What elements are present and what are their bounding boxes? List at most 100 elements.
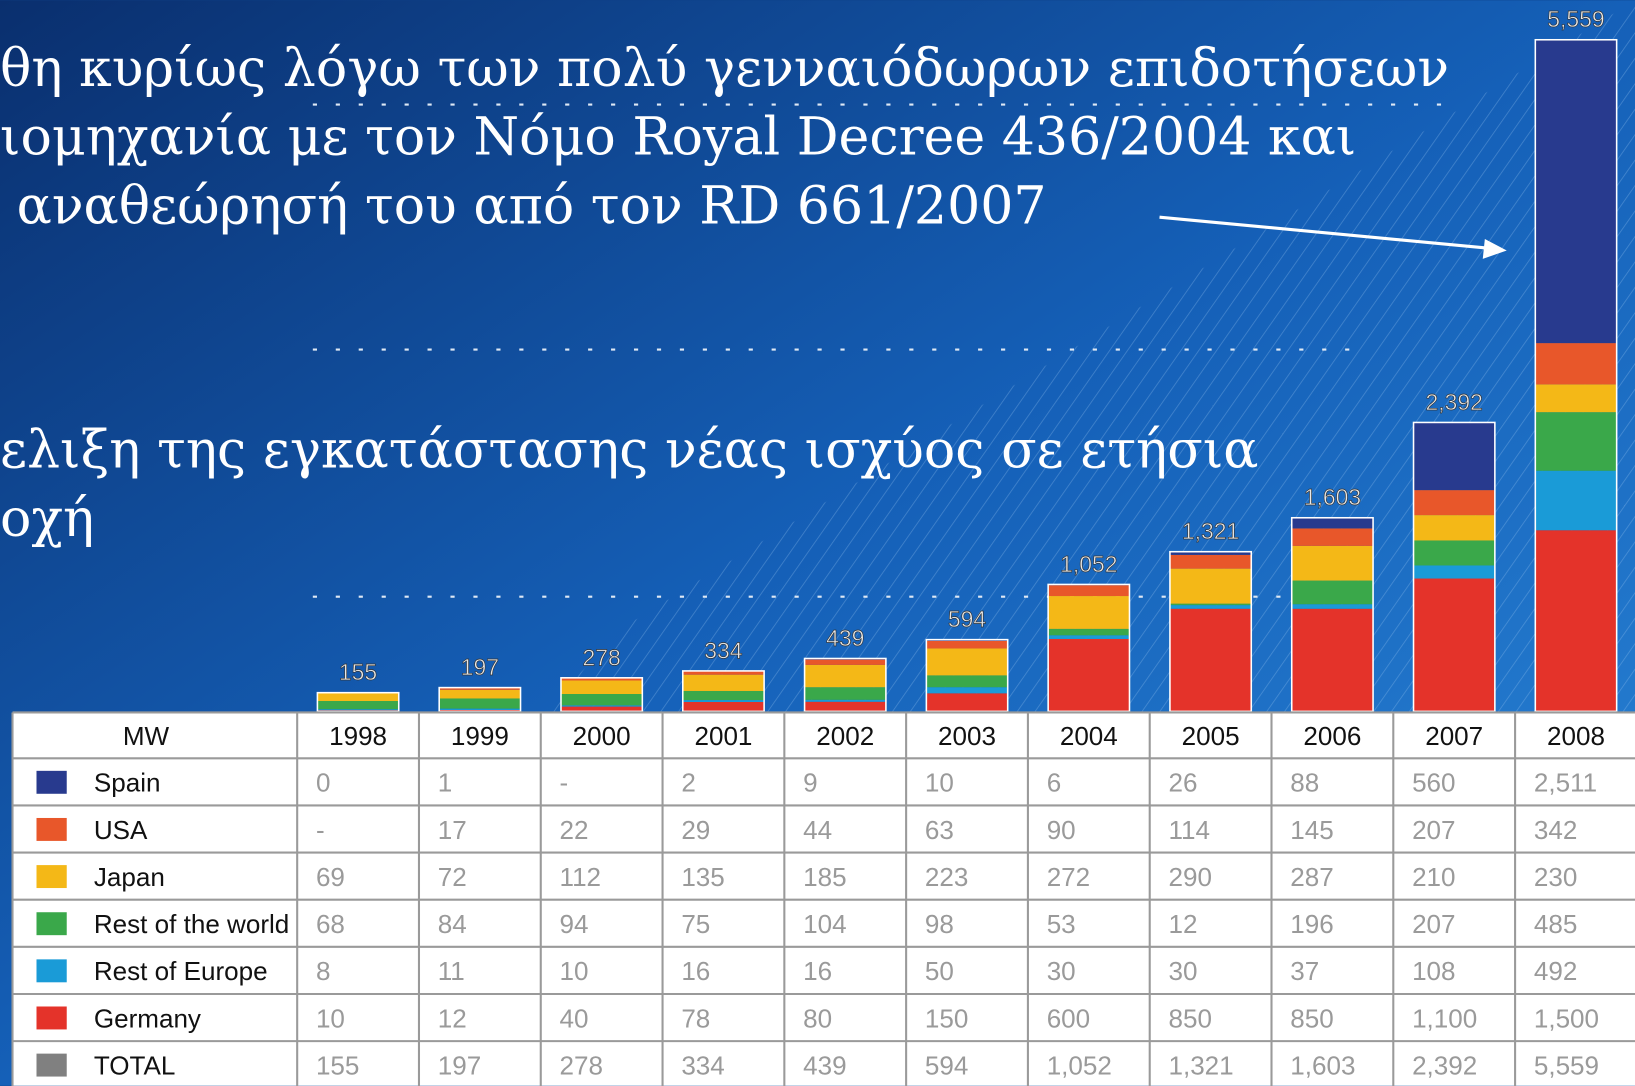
table-cell: 560	[1412, 768, 1455, 798]
table-cell: 594	[925, 1050, 968, 1080]
slide-text: ελιξη της εγκατάστασης νέας ισχύος σε ετ…	[0, 420, 1259, 480]
bar-segment	[926, 675, 1007, 687]
bar-total-label: 197	[461, 654, 499, 680]
table-cell: 50	[925, 956, 954, 986]
bar-segment	[439, 698, 520, 708]
table-header: 2007	[1425, 721, 1483, 751]
table-cell: 12	[1168, 909, 1197, 939]
table-cell: 196	[1290, 909, 1333, 939]
table-cell: 26	[1168, 768, 1197, 798]
bar-segment	[1535, 530, 1616, 711]
table-cell: 1,100	[1412, 1003, 1477, 1033]
bar-segment	[561, 694, 642, 705]
bar-total-label: 1,321	[1182, 518, 1239, 544]
legend-swatch	[36, 865, 66, 888]
bar-segment	[1048, 639, 1129, 711]
bar-segment	[805, 665, 886, 687]
bar-segment	[1170, 609, 1251, 712]
table-cell: 600	[1047, 1003, 1090, 1033]
row-label: Germany	[94, 1003, 201, 1033]
bar-segment	[1170, 605, 1251, 609]
table-cell: 72	[438, 862, 467, 892]
row-label: Japan	[94, 862, 165, 892]
slide-text: ιομηχανία με τον Νόμο Royal Decree 436/2…	[0, 108, 1356, 168]
bar-total-label: 594	[948, 606, 987, 632]
bar-total-label: 2,392	[1425, 389, 1482, 415]
table-cell: 850	[1168, 1003, 1211, 1033]
legend-swatch	[36, 818, 66, 841]
bar-segment	[1535, 40, 1616, 343]
table-header: 2005	[1182, 721, 1240, 751]
bar-segment	[1048, 596, 1129, 629]
slide-text: αναθεώρησή του από τον RD 661/2007	[17, 176, 1047, 236]
table-cell: 84	[438, 909, 467, 939]
bar-segment	[1048, 585, 1129, 596]
table-cell: 485	[1534, 909, 1577, 939]
bar-segment	[805, 702, 886, 712]
bar-segment	[317, 701, 398, 709]
slide: θη κυρίως λόγω των πολύ γενναιόδωρων επι…	[0, 0, 1635, 1086]
table-cell: 108	[1412, 956, 1455, 986]
table-cell: 63	[925, 815, 954, 845]
table-cell: 37	[1290, 956, 1319, 986]
bar-segment	[1292, 581, 1373, 605]
page: {"slide_text": ["θη κυρίως λόγω των πολύ…	[0, 0, 1635, 1086]
legend-swatch	[36, 771, 66, 794]
table-cell: 0	[316, 768, 331, 798]
bar-segment	[439, 709, 520, 710]
table-header: 2004	[1060, 721, 1118, 751]
bar-segment	[1292, 518, 1373, 529]
table-cell: 210	[1412, 862, 1455, 892]
table-cell: 30	[1047, 956, 1076, 986]
bar-segment	[926, 687, 1007, 693]
bar-segment	[1414, 490, 1495, 515]
bar-segment	[317, 709, 398, 710]
table-header: 1998	[329, 721, 387, 751]
bar-segment	[439, 690, 520, 699]
bar-segment	[1292, 609, 1373, 712]
row-label: TOTAL	[94, 1050, 176, 1080]
table-cell: 40	[560, 1003, 589, 1033]
table-cell: 11	[438, 956, 465, 986]
table-header: 2008	[1547, 721, 1605, 751]
table-cell: 155	[316, 1050, 359, 1080]
table-cell: 850	[1290, 1003, 1333, 1033]
table-header: MW	[123, 721, 170, 751]
table-cell: 150	[925, 1003, 968, 1033]
table-cell: 10	[925, 768, 954, 798]
row-label: Rest of the world	[94, 909, 289, 939]
bar-segment	[683, 691, 764, 700]
table-cell: 135	[681, 862, 724, 892]
table-cell: 80	[803, 1003, 832, 1033]
table-cell: 75	[681, 909, 710, 939]
bar-segment	[1170, 604, 1251, 605]
table-header: 2003	[938, 721, 996, 751]
table-cell: 90	[1047, 815, 1076, 845]
table-cell: 207	[1412, 815, 1455, 845]
legend-swatch	[36, 1054, 66, 1077]
table-cell: 1	[438, 768, 453, 798]
table-cell: 30	[1168, 956, 1197, 986]
bar-segment	[926, 648, 1007, 675]
bar-segment	[1170, 569, 1251, 604]
table-cell: -	[316, 815, 325, 845]
table-cell: 16	[803, 956, 832, 986]
bar-segment	[561, 705, 642, 706]
table-cell: 44	[803, 815, 832, 845]
bar-total-label: 278	[583, 644, 621, 670]
table-cell: 8	[316, 956, 331, 986]
bar-segment	[1414, 422, 1495, 490]
table-cell: 88	[1290, 768, 1319, 798]
bar-segment	[805, 660, 886, 665]
table-cell: 29	[681, 815, 710, 845]
bar-segment	[1292, 546, 1373, 581]
table-header: 2000	[573, 721, 631, 751]
table-cell: 223	[925, 862, 968, 892]
table-cell: 22	[560, 815, 589, 845]
slide-text: οχή	[0, 489, 94, 549]
bar-segment	[1414, 579, 1495, 712]
legend-swatch	[36, 959, 66, 982]
bar-segment	[1414, 515, 1495, 540]
legend-swatch	[36, 912, 66, 935]
